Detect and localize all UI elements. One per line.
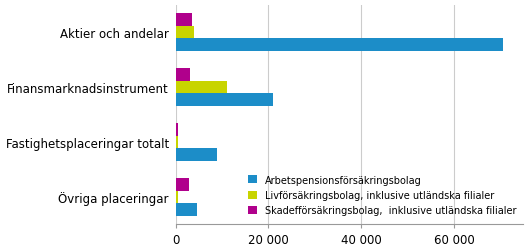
- Bar: [176, 39, 503, 52]
- Bar: [176, 191, 178, 203]
- Legend: Arbetspensionsförsäkringsbolag, Livförsäkringsbolag, inklusive utländska filiale: Arbetspensionsförsäkringsbolag, Livförsä…: [245, 173, 518, 217]
- Bar: [176, 27, 194, 39]
- Bar: [176, 203, 197, 216]
- Bar: [176, 94, 273, 107]
- Bar: [176, 81, 227, 94]
- Bar: [176, 123, 178, 136]
- Bar: [176, 149, 217, 161]
- Bar: [176, 69, 190, 81]
- Bar: [176, 136, 178, 149]
- Bar: [176, 178, 189, 191]
- Bar: [176, 14, 192, 27]
